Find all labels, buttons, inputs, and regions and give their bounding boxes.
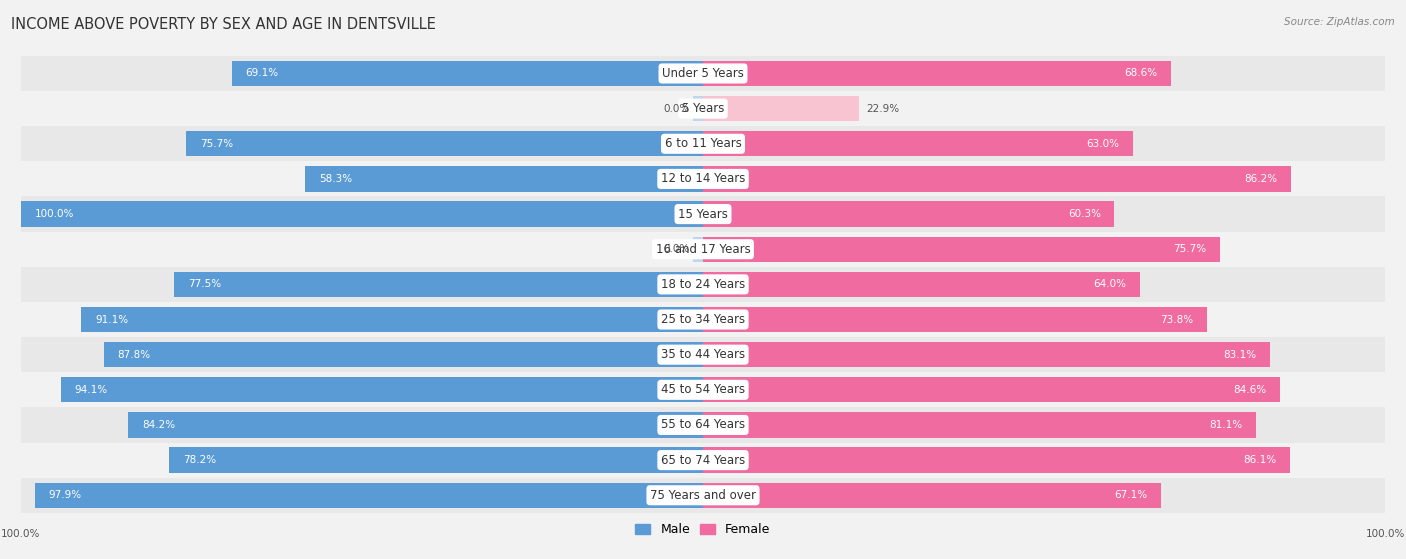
Bar [21, 126, 1385, 162]
Bar [693, 236, 703, 262]
Bar [21, 408, 1385, 443]
Bar [305, 166, 703, 192]
Text: 97.9%: 97.9% [49, 490, 82, 500]
Text: 68.6%: 68.6% [1125, 68, 1157, 78]
Bar [170, 447, 703, 473]
Bar [703, 307, 1206, 332]
Text: 73.8%: 73.8% [1160, 315, 1192, 325]
Text: 87.8%: 87.8% [118, 350, 150, 359]
Bar [703, 342, 1270, 367]
Text: 100.0%: 100.0% [1365, 529, 1405, 539]
Bar [703, 447, 1291, 473]
Bar [104, 342, 703, 367]
Text: 60.3%: 60.3% [1067, 209, 1101, 219]
Text: 67.1%: 67.1% [1114, 490, 1147, 500]
Text: 25 to 34 Years: 25 to 34 Years [661, 313, 745, 326]
Bar [60, 377, 703, 402]
Text: 100.0%: 100.0% [34, 209, 73, 219]
Legend: Male, Female: Male, Female [630, 518, 776, 542]
Bar [21, 372, 1385, 408]
Bar [21, 197, 1385, 231]
Text: 84.6%: 84.6% [1233, 385, 1267, 395]
Text: 16 and 17 Years: 16 and 17 Years [655, 243, 751, 255]
Text: 35 to 44 Years: 35 to 44 Years [661, 348, 745, 361]
Bar [35, 482, 703, 508]
Bar [187, 131, 703, 157]
Text: 15 Years: 15 Years [678, 207, 728, 221]
Text: 86.1%: 86.1% [1244, 455, 1277, 465]
Bar [21, 267, 1385, 302]
Bar [82, 307, 703, 332]
Text: 63.0%: 63.0% [1087, 139, 1119, 149]
Bar [703, 413, 1257, 438]
Text: Source: ZipAtlas.com: Source: ZipAtlas.com [1284, 17, 1395, 27]
Text: 58.3%: 58.3% [319, 174, 352, 184]
Bar [128, 413, 703, 438]
Text: Under 5 Years: Under 5 Years [662, 67, 744, 80]
Bar [174, 272, 703, 297]
Bar [21, 443, 1385, 478]
Text: 75.7%: 75.7% [200, 139, 233, 149]
Text: 5 Years: 5 Years [682, 102, 724, 115]
Bar [703, 272, 1140, 297]
Bar [21, 302, 1385, 337]
Text: 0.0%: 0.0% [664, 103, 689, 113]
Bar [693, 96, 703, 121]
Text: 75.7%: 75.7% [1173, 244, 1206, 254]
Text: 69.1%: 69.1% [245, 68, 278, 78]
Bar [21, 231, 1385, 267]
Bar [21, 337, 1385, 372]
Bar [21, 162, 1385, 197]
Text: 22.9%: 22.9% [866, 103, 900, 113]
Text: 64.0%: 64.0% [1092, 280, 1126, 290]
Text: 65 to 74 Years: 65 to 74 Years [661, 453, 745, 467]
Bar [703, 166, 1291, 192]
Text: 75 Years and over: 75 Years and over [650, 489, 756, 502]
Text: 91.1%: 91.1% [96, 315, 128, 325]
Bar [703, 377, 1281, 402]
Text: INCOME ABOVE POVERTY BY SEX AND AGE IN DENTSVILLE: INCOME ABOVE POVERTY BY SEX AND AGE IN D… [11, 17, 436, 32]
Bar [703, 61, 1171, 86]
Text: 12 to 14 Years: 12 to 14 Years [661, 172, 745, 186]
Text: 18 to 24 Years: 18 to 24 Years [661, 278, 745, 291]
Text: 83.1%: 83.1% [1223, 350, 1257, 359]
Bar [703, 482, 1161, 508]
Bar [232, 61, 703, 86]
Text: 6 to 11 Years: 6 to 11 Years [665, 138, 741, 150]
Bar [703, 96, 859, 121]
Text: 0.0%: 0.0% [664, 244, 689, 254]
Text: 45 to 54 Years: 45 to 54 Years [661, 383, 745, 396]
Text: 100.0%: 100.0% [1, 529, 41, 539]
Bar [703, 201, 1115, 227]
Text: 94.1%: 94.1% [75, 385, 108, 395]
Text: 84.2%: 84.2% [142, 420, 176, 430]
Text: 55 to 64 Years: 55 to 64 Years [661, 419, 745, 432]
Bar [21, 478, 1385, 513]
Text: 78.2%: 78.2% [183, 455, 217, 465]
Text: 86.2%: 86.2% [1244, 174, 1278, 184]
Text: 77.5%: 77.5% [188, 280, 221, 290]
Bar [21, 91, 1385, 126]
Bar [21, 56, 1385, 91]
Bar [703, 236, 1219, 262]
Text: 81.1%: 81.1% [1209, 420, 1243, 430]
Bar [703, 131, 1133, 157]
Bar [21, 201, 703, 227]
